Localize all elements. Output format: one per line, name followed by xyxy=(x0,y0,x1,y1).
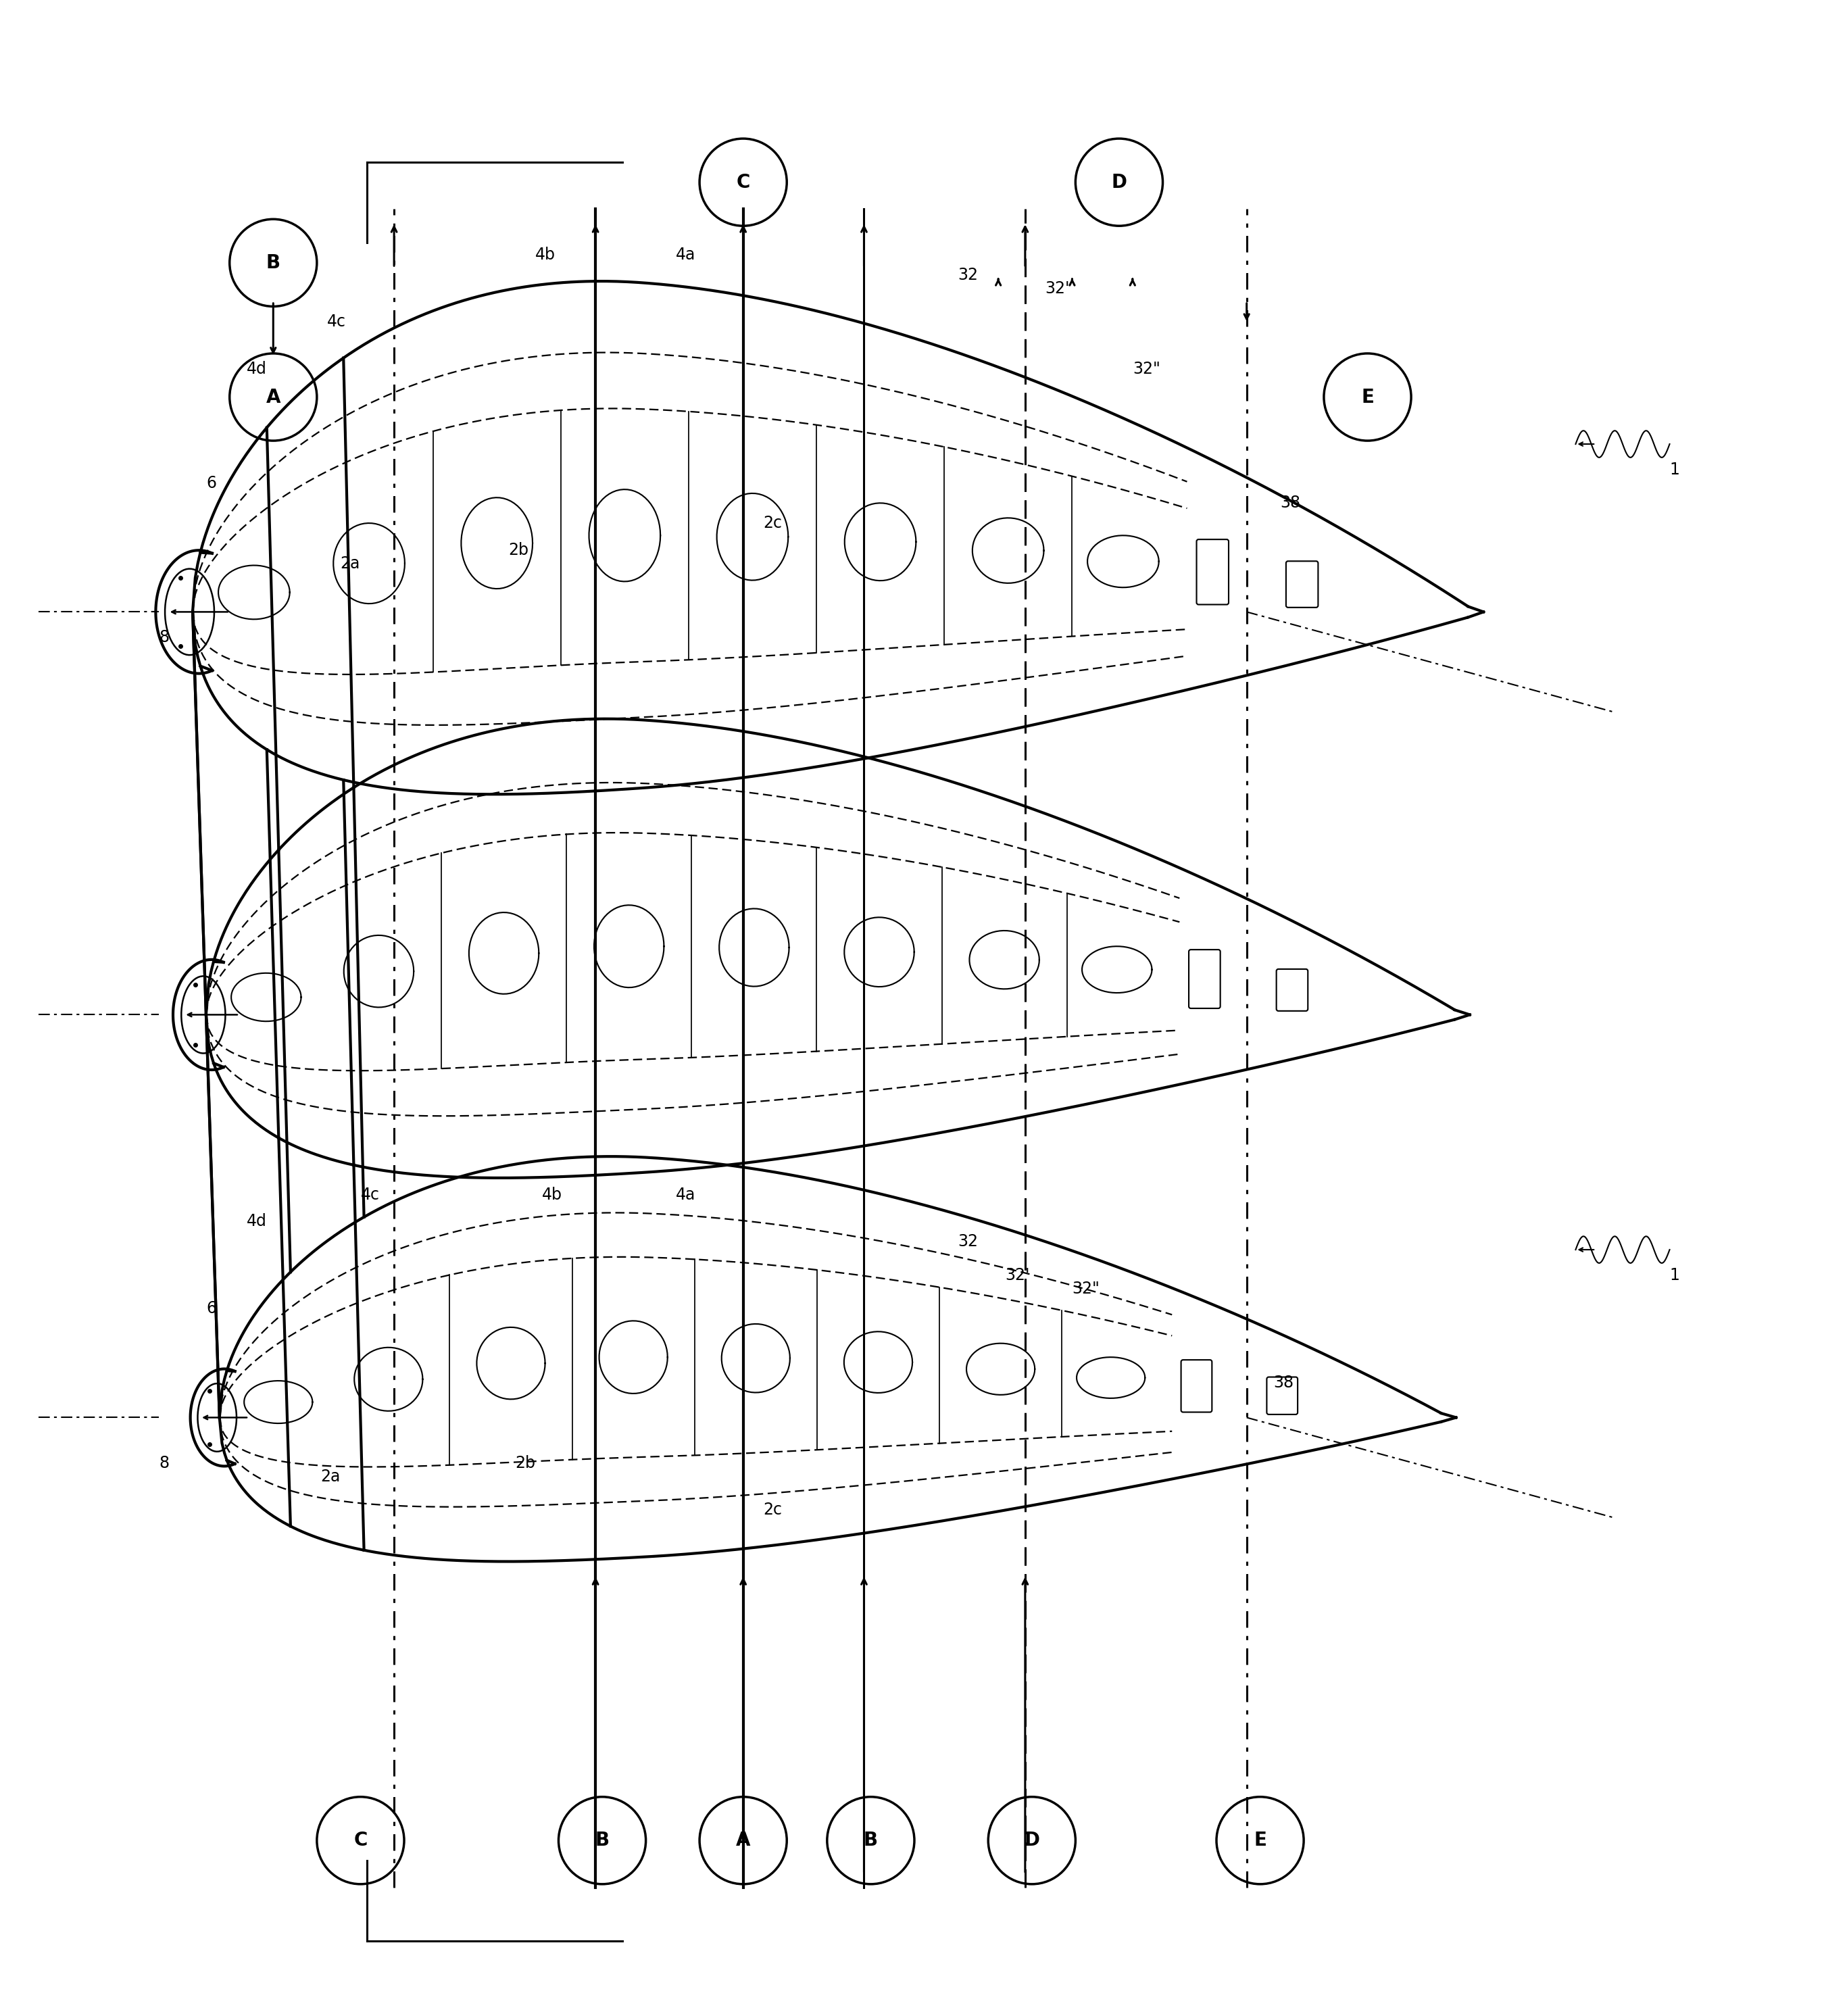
Text: 4c: 4c xyxy=(326,314,346,331)
Text: 2a: 2a xyxy=(321,1468,341,1484)
Text: 32": 32" xyxy=(1133,361,1161,377)
Text: 6: 6 xyxy=(206,1300,217,1316)
Text: 4d: 4d xyxy=(246,361,266,377)
Text: 2a: 2a xyxy=(341,554,361,573)
Text: 4d: 4d xyxy=(246,1214,266,1230)
Text: 2c: 2c xyxy=(763,1502,782,1518)
Text: 32': 32' xyxy=(1046,280,1070,296)
Text: 4a: 4a xyxy=(676,246,696,262)
Text: D: D xyxy=(1111,173,1126,192)
Text: 32: 32 xyxy=(958,266,978,282)
Text: 6: 6 xyxy=(206,476,217,492)
Text: B: B xyxy=(864,1831,878,1851)
Text: 38: 38 xyxy=(1281,496,1301,512)
Text: 4c: 4c xyxy=(361,1187,379,1204)
Text: 8: 8 xyxy=(159,629,169,645)
Text: E: E xyxy=(1361,387,1374,407)
Text: 2c: 2c xyxy=(763,516,782,532)
Text: 4a: 4a xyxy=(676,1187,696,1204)
Text: A: A xyxy=(736,1831,751,1851)
Text: 1: 1 xyxy=(1669,1266,1680,1284)
Text: 4b: 4b xyxy=(536,246,556,262)
Text: 4b: 4b xyxy=(541,1187,561,1204)
Text: A: A xyxy=(266,387,281,407)
Text: B: B xyxy=(596,1831,609,1851)
Text: 2b: 2b xyxy=(516,1456,536,1472)
Text: B: B xyxy=(266,254,281,272)
Text: 8: 8 xyxy=(159,1456,169,1472)
Text: E: E xyxy=(1254,1831,1266,1851)
Text: C: C xyxy=(736,173,751,192)
Text: 32': 32' xyxy=(1006,1266,1029,1284)
Text: D: D xyxy=(1024,1831,1040,1851)
Text: C: C xyxy=(353,1831,368,1851)
Text: 32: 32 xyxy=(958,1234,978,1250)
Text: 38: 38 xyxy=(1274,1375,1294,1391)
Text: 1: 1 xyxy=(1669,462,1680,478)
Text: 2b: 2b xyxy=(508,542,528,558)
Text: 32": 32" xyxy=(1071,1280,1100,1296)
